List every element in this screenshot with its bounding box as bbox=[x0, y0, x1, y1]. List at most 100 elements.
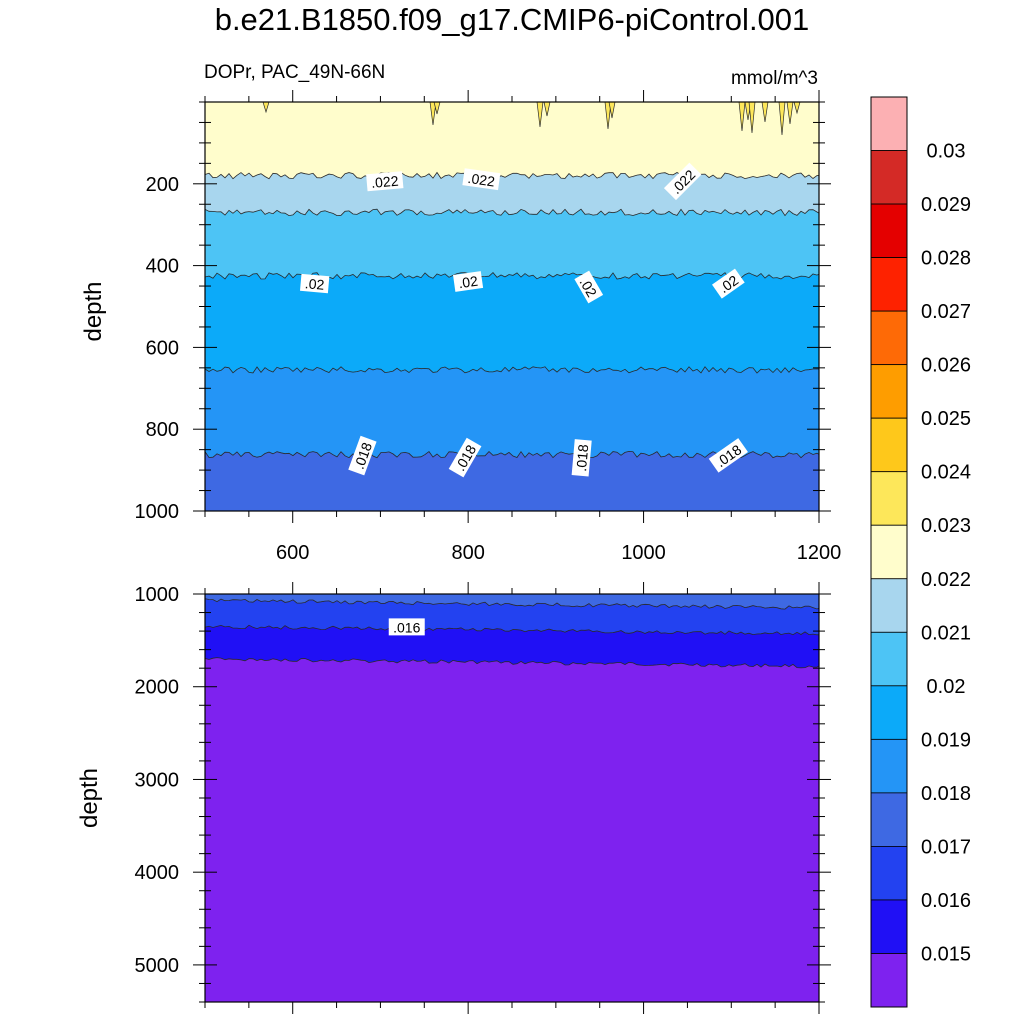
colorbar-label: 0.019 bbox=[921, 729, 971, 751]
colorbar-swatch bbox=[870, 738, 908, 794]
colorbar-swatch bbox=[870, 417, 908, 473]
contour-line bbox=[205, 171, 819, 180]
colorbar-swatch bbox=[870, 685, 908, 740]
colorbar-swatch bbox=[870, 899, 908, 954]
colorbar-swatch bbox=[870, 846, 908, 901]
x-tick-label: 1200 bbox=[797, 542, 842, 564]
surface-spike bbox=[262, 102, 270, 114]
surface-spike bbox=[793, 102, 801, 115]
colorbar-label: 0.027 bbox=[921, 301, 971, 323]
surface-spike bbox=[429, 102, 437, 126]
surface-spike bbox=[748, 102, 756, 134]
colorbar-label: 0.026 bbox=[921, 355, 971, 377]
contour-label-box bbox=[453, 271, 484, 292]
colorbar-label: 0.015 bbox=[921, 943, 971, 965]
x-tick-label: 600 bbox=[276, 542, 309, 564]
surface-spike bbox=[604, 102, 612, 130]
contour-label-box bbox=[574, 270, 604, 304]
surface-spike bbox=[778, 102, 786, 136]
colorbar-label: 0.016 bbox=[921, 890, 971, 912]
contour-label: .018 bbox=[571, 439, 592, 477]
colorbar-swatch bbox=[870, 792, 908, 847]
contour-label-text: .02 bbox=[457, 273, 479, 292]
contour-label-box bbox=[663, 162, 702, 201]
variable-region-label: DOPr, PAC_49N-66N bbox=[204, 62, 386, 83]
contour-label-box bbox=[299, 273, 330, 294]
y-tick-label: 200 bbox=[146, 174, 179, 196]
contour-label-box bbox=[462, 168, 501, 191]
colorbar-swatch bbox=[870, 257, 908, 312]
colorbar-frame bbox=[870, 96, 908, 1008]
contour-label: .02 bbox=[712, 268, 745, 299]
y-tick-label: 4000 bbox=[135, 862, 180, 884]
contour-label: .02 bbox=[453, 271, 484, 292]
x-tick-label: 800 bbox=[451, 542, 484, 564]
colorbar-label: 0.025 bbox=[921, 408, 971, 430]
colorbar-swatch bbox=[870, 150, 908, 205]
y-tick-label: 400 bbox=[146, 256, 179, 278]
y-tick-label: 800 bbox=[146, 419, 179, 441]
y-tick-label: 3000 bbox=[135, 769, 180, 791]
colorbar-label: 0.028 bbox=[921, 248, 971, 270]
contour-label-box bbox=[388, 618, 425, 636]
contour-label-text: .022 bbox=[467, 170, 496, 190]
surface-spike bbox=[433, 102, 441, 115]
contour-label-box bbox=[448, 437, 482, 478]
surface-spike bbox=[543, 102, 551, 117]
colorbar-label: 0.022 bbox=[921, 569, 971, 591]
axes: 200 400 600 800 1000 1000 2000 3000 4000 5000 600 8… bbox=[76, 90, 841, 1014]
colorbar-label: 0.03 bbox=[927, 141, 966, 163]
colorbar-swatch bbox=[870, 578, 908, 633]
colorbar-swatch bbox=[870, 953, 908, 1008]
y-tick-label: 600 bbox=[146, 337, 179, 359]
contour-label-text: .02 bbox=[304, 275, 325, 293]
figure-title: b.e21.B1850.f09_g17.CMIP6-piControl.001 bbox=[214, 2, 810, 37]
y-axis-title: depth bbox=[80, 281, 107, 341]
y-tick-label: 2000 bbox=[135, 677, 180, 699]
colorbar-label: 0.024 bbox=[921, 462, 971, 484]
lower-panel-fill bbox=[205, 594, 819, 1002]
surface-spike bbox=[536, 102, 544, 128]
colorbar-swatch bbox=[870, 96, 908, 151]
contour-label-text: .016 bbox=[393, 619, 420, 635]
colorbar: 0.03 0.029 0.028 0.027 0.026 0.025 0.024 0.023 0… bbox=[870, 96, 971, 1008]
colorbar-label: 0.021 bbox=[921, 622, 971, 644]
contour-line bbox=[205, 366, 819, 374]
colorbar-label: 0.017 bbox=[921, 836, 971, 858]
surface-spike bbox=[786, 102, 794, 125]
colorbar-label: 0.018 bbox=[921, 783, 971, 805]
x-tick-label: 1000 bbox=[621, 542, 666, 564]
upper-panel-fill bbox=[205, 102, 819, 511]
contour-label-box bbox=[571, 439, 592, 477]
contour-line bbox=[205, 657, 819, 669]
contour-label: .022 bbox=[366, 171, 404, 192]
contour-label-box bbox=[708, 438, 748, 473]
contour-line bbox=[205, 208, 819, 217]
colorbar-swatch bbox=[870, 310, 908, 366]
contour-line bbox=[205, 598, 819, 610]
y-axis-title: depth bbox=[76, 768, 103, 828]
colorbar-label: 0.029 bbox=[921, 194, 971, 216]
contour-label: .022 bbox=[462, 168, 501, 191]
colorbar-label: 0.023 bbox=[921, 515, 971, 537]
colorbar-swatch bbox=[870, 471, 908, 526]
colorbar-swatch bbox=[870, 631, 908, 687]
contour-label: .02 bbox=[299, 273, 330, 294]
surface-spike bbox=[761, 102, 769, 123]
colorbar-swatch bbox=[870, 203, 908, 258]
surface-spike bbox=[608, 102, 616, 119]
y-tick-label: 1000 bbox=[135, 501, 180, 523]
contour-label-text: .018 bbox=[573, 443, 591, 472]
contour-line bbox=[205, 624, 819, 636]
units-label: mmol/m^3 bbox=[730, 68, 818, 89]
colorbar-label: 0.02 bbox=[927, 676, 966, 698]
surface-spike bbox=[738, 102, 746, 132]
band-<0.015 bbox=[205, 657, 819, 1002]
colorbar-swatch bbox=[870, 364, 908, 419]
colorbar-swatch bbox=[870, 524, 908, 580]
contour-label-box bbox=[348, 435, 377, 476]
contour-label-box bbox=[366, 171, 404, 192]
contour-label-text: .022 bbox=[371, 173, 400, 191]
contour-label-box bbox=[712, 268, 745, 299]
